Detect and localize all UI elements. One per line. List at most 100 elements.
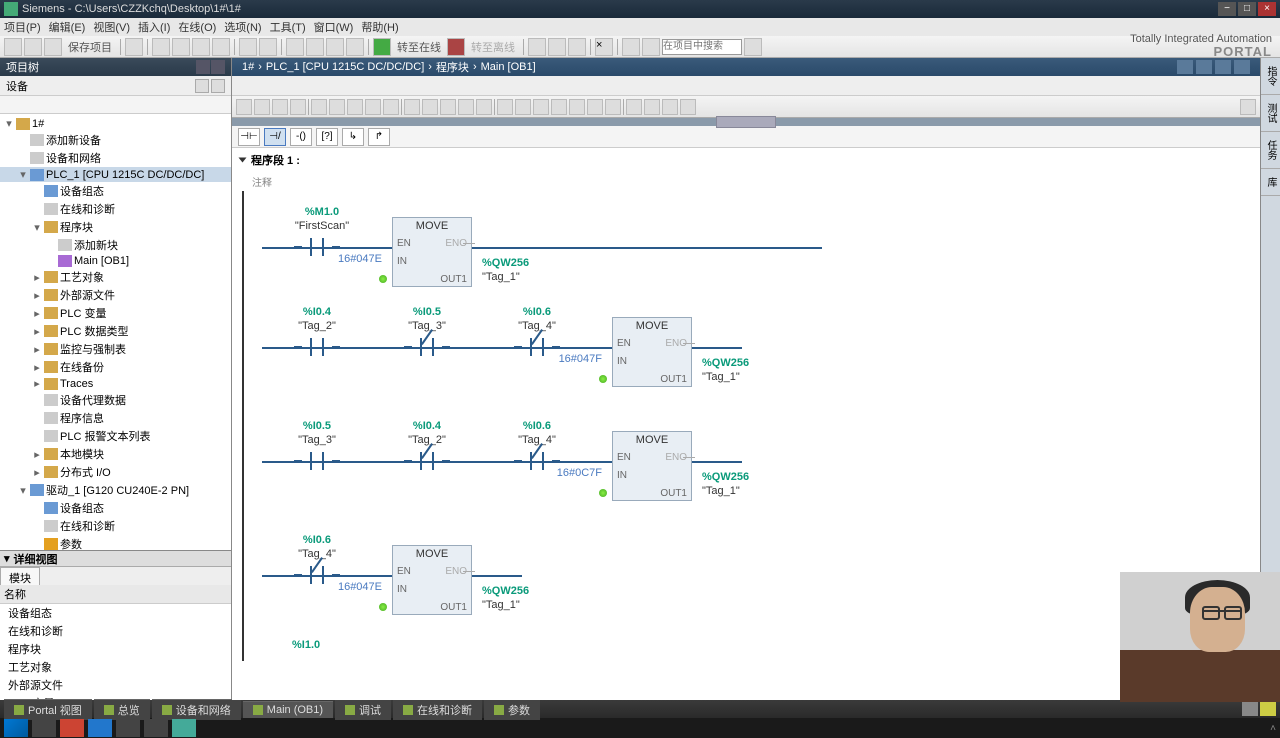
tree-view2-icon[interactable] — [211, 79, 225, 93]
detail-row[interactable]: 在线和诊断 — [0, 622, 231, 640]
et3-icon[interactable] — [272, 99, 288, 115]
et7-icon[interactable] — [347, 99, 363, 115]
box-icon[interactable]: [?] — [316, 128, 338, 146]
upload-icon[interactable] — [326, 38, 344, 56]
nc-contact-icon[interactable]: ⊣/⊢ — [264, 128, 286, 146]
minimize-icon[interactable]: − — [1218, 2, 1236, 16]
et17-icon[interactable] — [533, 99, 549, 115]
et21-icon[interactable] — [605, 99, 621, 115]
tree-tool-icon[interactable] — [211, 98, 227, 112]
menu-project[interactable]: 项目(P) — [4, 19, 41, 35]
detail-tab-modules[interactable]: 模块 — [0, 567, 40, 585]
et18-icon[interactable] — [551, 99, 567, 115]
network-area[interactable]: 程序段 1 : 注释 %M1.0 "FirstScan" MOVE EN — [232, 148, 1260, 700]
tb-b-icon[interactable] — [548, 38, 566, 56]
et11-icon[interactable] — [422, 99, 438, 115]
tab-commission[interactable]: 调试 — [335, 699, 391, 720]
pin-icon[interactable] — [196, 60, 210, 74]
contact-tag2[interactable]: %I0.4 "Tag_2" — [302, 338, 332, 356]
no-contact-icon[interactable]: ⊣⊢ — [238, 128, 260, 146]
et16-icon[interactable] — [515, 99, 531, 115]
menu-options[interactable]: 选项(N) — [224, 19, 261, 35]
et8-icon[interactable] — [365, 99, 381, 115]
tree-item[interactable]: ▾1# — [0, 116, 231, 131]
bc-close-icon[interactable] — [1234, 60, 1250, 74]
et9-icon[interactable] — [383, 99, 399, 115]
et12-icon[interactable] — [440, 99, 456, 115]
branch2-icon[interactable]: ↱ — [368, 128, 390, 146]
print-icon[interactable] — [125, 38, 143, 56]
tree-view-icon[interactable] — [195, 79, 209, 93]
tree-item[interactable]: ▸监控与强制表 — [0, 340, 231, 358]
search-input[interactable] — [662, 39, 742, 55]
bc-b-icon[interactable] — [1196, 60, 1212, 74]
close-icon[interactable]: × — [1258, 2, 1276, 16]
tab-main-ob1[interactable]: Main (OB1) — [243, 701, 333, 718]
tree-item[interactable]: 在线和诊断 — [0, 200, 231, 218]
collapse-icon[interactable] — [211, 60, 225, 74]
tree-item[interactable]: ▸PLC 变量 — [0, 304, 231, 322]
tia-icon[interactable] — [172, 719, 196, 737]
et25-icon[interactable] — [680, 99, 696, 115]
goonline-label[interactable]: 转至在线 — [393, 39, 445, 55]
detail-row[interactable]: 程序块 — [0, 640, 231, 658]
save-label[interactable]: 保存项目 — [64, 39, 116, 55]
network-header[interactable]: 程序段 1 : — [232, 148, 1260, 172]
ladder-diagram[interactable]: %M1.0 "FirstScan" MOVE EN ENO IN OUT1 16… — [232, 191, 1260, 679]
delete-icon[interactable] — [212, 38, 230, 56]
windows-taskbar[interactable]: ˄ — [0, 718, 1280, 738]
paste-icon[interactable] — [192, 38, 210, 56]
tb-d-icon[interactable] — [622, 38, 640, 56]
tree-item[interactable]: 参数 — [0, 535, 231, 550]
menu-online[interactable]: 在线(O) — [178, 19, 216, 35]
et14-icon[interactable] — [476, 99, 492, 115]
et6-icon[interactable] — [329, 99, 345, 115]
contact-tag2-nc[interactable]: %I0.4 "Tag_2" — [412, 452, 442, 470]
bc-c-icon[interactable] — [1215, 60, 1231, 74]
et13-icon[interactable] — [458, 99, 474, 115]
contact-tag3[interactable]: %I0.5 "Tag_3" — [302, 452, 332, 470]
et4-icon[interactable] — [290, 99, 306, 115]
et2-icon[interactable] — [254, 99, 270, 115]
copy-icon[interactable] — [172, 38, 190, 56]
et22-icon[interactable] — [626, 99, 642, 115]
open-icon[interactable] — [24, 38, 42, 56]
et1-icon[interactable] — [236, 99, 252, 115]
rung-1[interactable]: %M1.0 "FirstScan" MOVE EN ENO IN OUT1 16… — [252, 201, 1240, 301]
tree-item[interactable]: ▾程序块 — [0, 218, 231, 236]
tab-online-diag[interactable]: 在线和诊断 — [393, 699, 482, 720]
app3-icon[interactable] — [116, 719, 140, 737]
move-box-4[interactable]: MOVE ENENO INOUT1 — [392, 545, 472, 615]
et15-icon[interactable] — [497, 99, 513, 115]
tree-item[interactable]: 添加新设备 — [0, 131, 231, 149]
tab-params[interactable]: 参数 — [484, 699, 540, 720]
gooffline-icon[interactable] — [447, 38, 465, 56]
menu-tools[interactable]: 工具(T) — [270, 19, 306, 35]
contact-tag3-nc[interactable]: %I0.5 "Tag_3" — [412, 338, 442, 356]
save-icon[interactable] — [44, 38, 62, 56]
tree-item[interactable]: PLC 报警文本列表 — [0, 427, 231, 445]
tray[interactable]: ˄ — [1270, 723, 1276, 734]
tree-item[interactable]: 程序信息 — [0, 409, 231, 427]
interface-splitter[interactable] — [232, 118, 1260, 126]
tree-item[interactable]: ▸Traces — [0, 376, 231, 391]
compare-icon[interactable] — [346, 38, 364, 56]
maximize-icon[interactable]: □ — [1238, 2, 1256, 16]
tb-a-icon[interactable] — [528, 38, 546, 56]
tb-e-icon[interactable] — [642, 38, 660, 56]
move-box-3[interactable]: MOVE ENENO INOUT1 — [612, 431, 692, 501]
new-icon[interactable] — [4, 38, 22, 56]
goonline-icon[interactable] — [373, 38, 391, 56]
rung-4[interactable]: %I0.6 "Tag_4" MOVE ENENO INOUT1 16#047E … — [252, 529, 1240, 639]
tree-item[interactable]: 设备组态 — [0, 182, 231, 200]
et20-icon[interactable] — [587, 99, 603, 115]
app4-icon[interactable] — [144, 719, 168, 737]
rung-5[interactable]: %I1.0 — [252, 639, 1240, 669]
menu-window[interactable]: 窗口(W) — [314, 19, 354, 35]
tree-item[interactable]: ▸分布式 I/O — [0, 463, 231, 481]
download-icon[interactable] — [306, 38, 324, 56]
cut-icon[interactable] — [152, 38, 170, 56]
move-box-1[interactable]: MOVE EN ENO IN OUT1 — [392, 217, 472, 287]
menu-view[interactable]: 视图(V) — [93, 19, 130, 35]
rung-3[interactable]: %I0.5 "Tag_3" %I0.4 "Tag_2" %I0.6 "Tag_4… — [252, 415, 1240, 529]
